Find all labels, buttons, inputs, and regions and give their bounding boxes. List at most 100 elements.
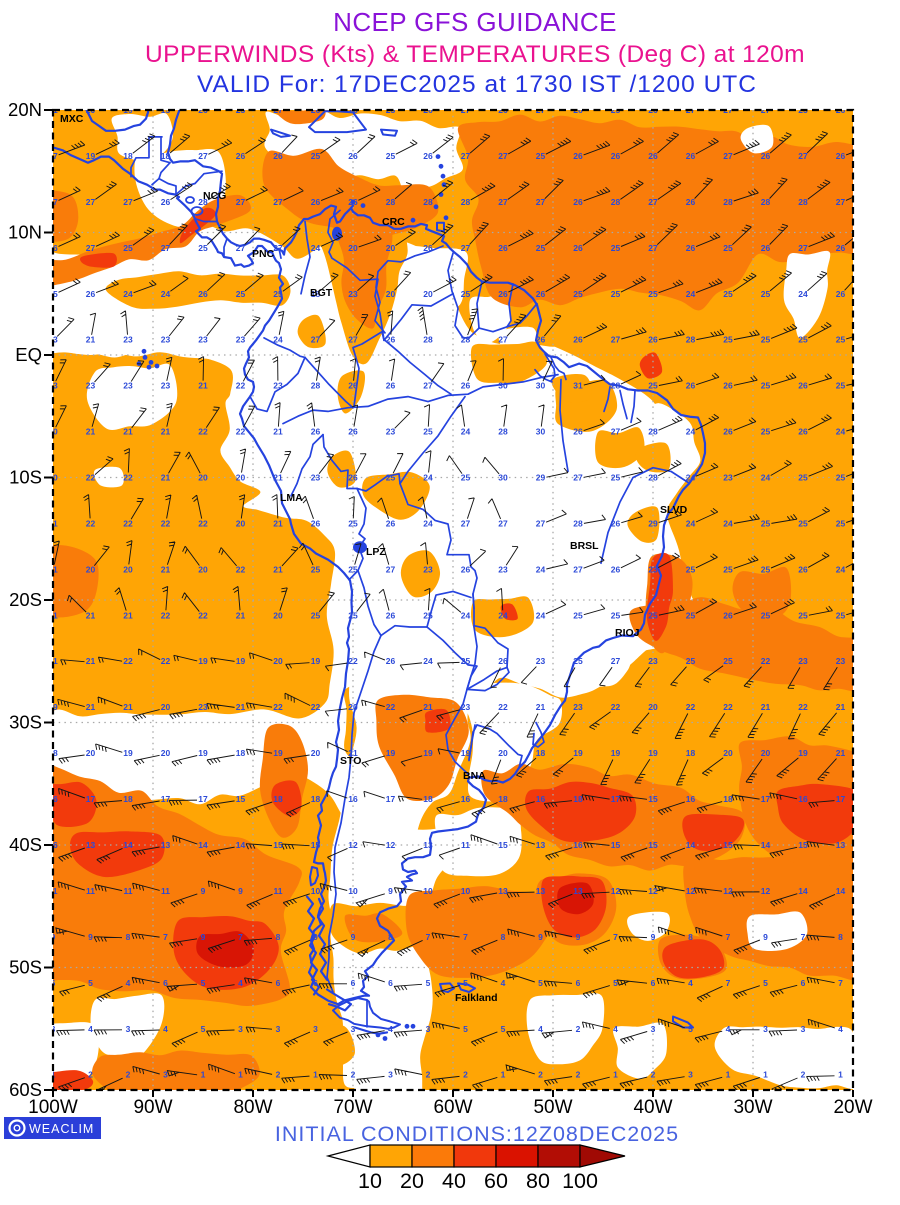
svg-text:12: 12 [648,886,658,896]
svg-text:26: 26 [48,243,58,253]
svg-text:27: 27 [648,197,658,207]
svg-text:18: 18 [273,794,283,804]
svg-text:10: 10 [348,886,358,896]
svg-text:29: 29 [536,473,546,483]
svg-text:26: 26 [686,197,696,207]
svg-text:24: 24 [836,427,846,437]
svg-text:27: 27 [348,335,358,345]
svg-text:21: 21 [86,702,96,712]
svg-text:26: 26 [348,473,358,483]
svg-text:10: 10 [461,886,471,896]
svg-text:21: 21 [198,381,208,391]
svg-text:23: 23 [536,656,546,666]
svg-text:20: 20 [123,564,133,574]
svg-text:19: 19 [386,748,396,758]
svg-text:17: 17 [761,794,771,804]
svg-text:7: 7 [163,932,168,942]
svg-text:20: 20 [48,473,58,483]
svg-text:17: 17 [86,794,96,804]
svg-text:28: 28 [611,381,621,391]
svg-text:26: 26 [798,427,808,437]
svg-text:27: 27 [536,518,546,528]
svg-text:26: 26 [686,243,696,253]
svg-text:17: 17 [161,794,171,804]
svg-text:26: 26 [648,105,658,115]
svg-text:20: 20 [761,748,771,758]
svg-text:19: 19 [198,656,208,666]
svg-text:26: 26 [348,381,358,391]
svg-text:17: 17 [48,151,58,161]
svg-text:21: 21 [48,564,58,574]
svg-text:10N: 10N [8,222,42,243]
svg-text:22: 22 [236,381,246,391]
svg-text:13: 13 [161,840,171,850]
svg-text:4: 4 [163,1024,168,1034]
svg-text:22: 22 [161,518,171,528]
svg-text:13: 13 [498,886,508,896]
svg-text:19: 19 [798,748,808,758]
svg-text:21: 21 [86,656,96,666]
svg-text:26: 26 [686,151,696,161]
svg-text:9: 9 [538,932,543,942]
svg-text:26: 26 [348,105,358,115]
svg-text:13: 13 [423,840,433,850]
svg-text:15: 15 [723,840,733,850]
svg-text:27: 27 [273,197,283,207]
svg-text:2: 2 [576,1024,581,1034]
svg-text:23: 23 [648,564,658,574]
svg-text:5: 5 [463,978,468,988]
svg-text:26: 26 [723,610,733,620]
svg-text:25: 25 [611,473,621,483]
svg-text:1: 1 [501,1070,506,1080]
svg-text:70W: 70W [333,1097,372,1118]
svg-text:23: 23 [198,702,208,712]
svg-text:21: 21 [423,702,433,712]
svg-text:23: 23 [573,702,583,712]
svg-text:1: 1 [763,1070,768,1080]
svg-text:25: 25 [798,518,808,528]
svg-text:25: 25 [836,381,846,391]
svg-text:25: 25 [386,151,396,161]
svg-text:30: 30 [498,473,508,483]
svg-text:25: 25 [761,335,771,345]
svg-text:27: 27 [86,197,96,207]
svg-text:23: 23 [348,289,358,299]
svg-text:25: 25 [573,610,583,620]
svg-text:26: 26 [798,381,808,391]
svg-text:25: 25 [123,243,133,253]
svg-text:50S: 50S [9,957,42,978]
svg-text:26: 26 [198,289,208,299]
svg-text:25: 25 [761,518,771,528]
svg-text:24: 24 [273,335,283,345]
svg-text:4: 4 [238,978,243,988]
svg-text:25: 25 [798,473,808,483]
svg-text:25: 25 [348,518,358,528]
svg-text:21: 21 [161,564,171,574]
svg-text:11: 11 [161,886,170,896]
svg-text:19: 19 [573,748,583,758]
svg-text:19: 19 [311,656,321,666]
svg-text:18: 18 [123,151,133,161]
svg-text:23: 23 [198,335,208,345]
svg-text:19: 19 [86,151,96,161]
svg-text:28: 28 [423,197,433,207]
svg-text:27: 27 [386,564,396,574]
svg-text:14: 14 [686,840,696,850]
svg-text:26: 26 [498,656,508,666]
svg-text:21: 21 [273,518,283,528]
svg-text:11: 11 [86,886,95,896]
svg-text:24: 24 [423,518,433,528]
svg-text:25: 25 [761,564,771,574]
svg-text:26: 26 [386,381,396,391]
svg-text:9: 9 [351,932,356,942]
svg-text:19: 19 [611,748,621,758]
svg-text:25: 25 [836,518,846,528]
svg-text:22: 22 [611,702,621,712]
svg-text:25: 25 [573,289,583,299]
svg-text:21: 21 [48,518,58,528]
svg-text:BGT: BGT [310,287,333,299]
svg-text:25: 25 [461,656,471,666]
svg-text:21: 21 [86,427,96,437]
svg-text:27: 27 [761,105,771,115]
svg-text:25: 25 [648,381,658,391]
